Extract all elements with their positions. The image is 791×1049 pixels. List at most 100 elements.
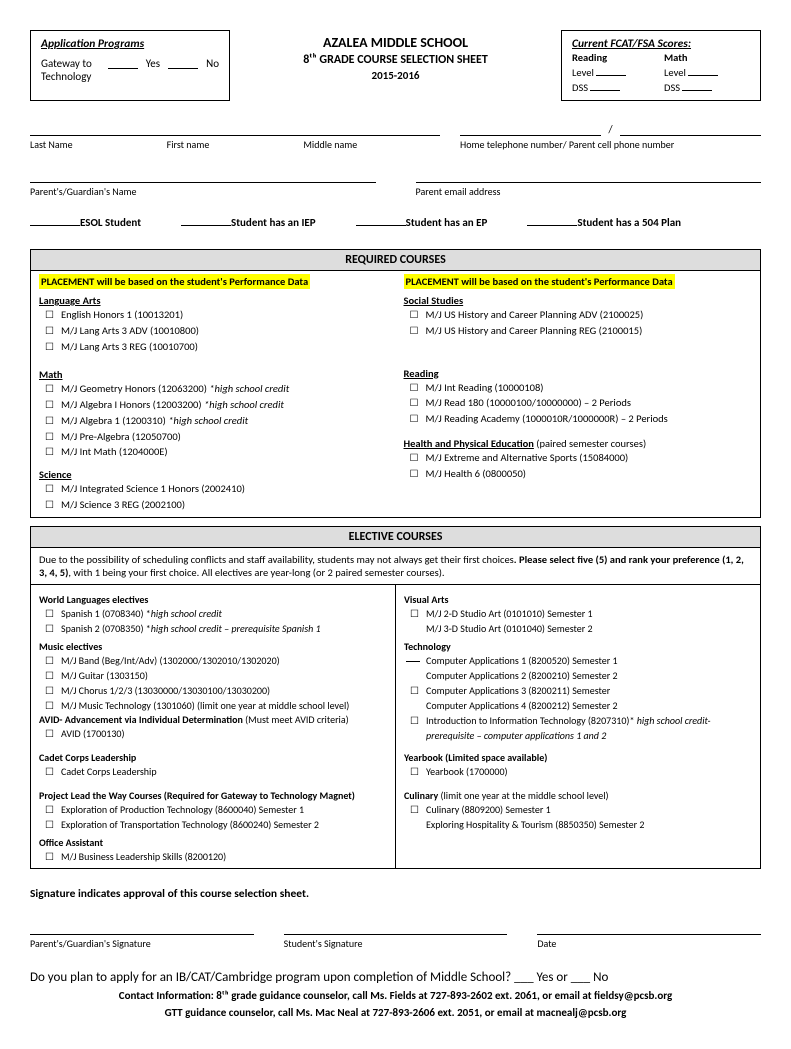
math-item-2[interactable]: M/J Algebra I Honors (12003200) *high sc…: [39, 397, 388, 413]
cadet-cat: Cadet Corps Leadership: [39, 751, 387, 764]
tech-item-1[interactable]: Computer Applications 1 (8200520) Semest…: [404, 653, 752, 668]
date-label: Date: [537, 937, 761, 950]
math-label: Math: [664, 51, 688, 64]
oa-item-1[interactable]: M/J Business Leadership Skills (8200120): [39, 849, 387, 864]
esol-blank[interactable]: [30, 214, 80, 226]
reading-item-3[interactable]: M/J Reading Academy (1000010R/1000000R) …: [404, 411, 753, 427]
cul-item-1[interactable]: Culinary (8809200) Semester 1: [404, 802, 752, 817]
middle-name-label: Middle name: [303, 138, 440, 151]
iep-label: Student has an IEP: [231, 216, 316, 229]
avid-note: (Must meet AVID criteria): [245, 713, 349, 726]
parent-sig-line[interactable]: [30, 921, 254, 935]
reading-dss-blank[interactable]: [590, 79, 620, 91]
cell-phone-line[interactable]: [620, 123, 761, 136]
pltw-item-2[interactable]: Exploration of Transportation Technology…: [39, 817, 387, 832]
la-item-1[interactable]: English Honors 1 (10013201): [39, 307, 388, 323]
math-item-1[interactable]: M/J Geometry Honors (12063200) *high sch…: [39, 381, 388, 397]
scores-title: Current FCAT/FSA Scores:: [572, 37, 750, 51]
social-cat: Social Studies: [404, 294, 753, 307]
tech-item-2: Computer Applications 2 (8200210) Semest…: [404, 668, 752, 683]
contact-1: Contact Information: 8ᵗʰ grade guidance …: [30, 989, 761, 1002]
yb-cat: Yearbook (Limited space available): [404, 751, 752, 764]
va-item-2: M/J 3-D Studio Art (0101040) Semester 2: [404, 621, 752, 636]
la-item-3[interactable]: M/J Lang Arts 3 REG (10010700): [39, 339, 388, 355]
gateway-yes-blank[interactable]: [108, 57, 138, 69]
parent-name-label: Parent's/Guardian's Name: [30, 185, 376, 198]
science-cat: Science: [39, 468, 388, 481]
parent-email-label: Parent email address: [416, 185, 762, 198]
ss-item-1[interactable]: M/J US History and Career Planning ADV (…: [404, 307, 753, 323]
ep-blank[interactable]: [356, 214, 406, 226]
elective-header: ELECTIVE COURSES: [31, 527, 760, 548]
wl-item-1[interactable]: Spanish 1 (0708340) *high school credit: [39, 606, 387, 621]
application-programs-box: Application Programs Gateway to Technolo…: [30, 30, 230, 101]
pltw-cat: Project Lead the Way Courses (Required f…: [39, 789, 387, 802]
tech-item-3[interactable]: Computer Applications 3 (8200211) Semest…: [404, 683, 752, 698]
lang-arts-cat: Language Arts: [39, 294, 388, 307]
ep-label: Student has an EP: [406, 216, 488, 229]
home-phone-line[interactable]: [460, 123, 601, 136]
avid-cat: AVID- Advancement via Individual Determi…: [39, 713, 243, 726]
cul-cat: Culinary: [404, 789, 438, 802]
science-item-2[interactable]: M/J Science 3 REG (2002100): [39, 497, 388, 513]
pltw-item-1[interactable]: Exploration of Production Technology (86…: [39, 802, 387, 817]
phone-label: Home telephone number/ Parent cell phone…: [460, 138, 761, 151]
iep-blank[interactable]: [181, 214, 231, 226]
student-sig-line[interactable]: [284, 921, 508, 935]
required-header: REQUIRED COURSES: [31, 250, 760, 271]
parent-email-line[interactable]: [416, 169, 762, 183]
placement-left: PLACEMENT will be based on the student's…: [39, 274, 310, 289]
reading-item-1[interactable]: M/J Int Reading (10000108): [404, 380, 753, 396]
last-name-label: Last Name: [30, 138, 167, 151]
va-item-1[interactable]: M/J 2-D Studio Art (0101010) Semester 1: [404, 606, 752, 621]
cul-note: (limit one year at the middle school lev…: [440, 789, 608, 802]
math-level-blank[interactable]: [688, 64, 718, 76]
name-line[interactable]: [30, 123, 440, 136]
reading-level-blank[interactable]: [596, 64, 626, 76]
ss-item-2[interactable]: M/J US History and Career Planning REG (…: [404, 323, 753, 339]
math-item-3[interactable]: M/J Algebra 1 (1200310) *high school cre…: [39, 413, 388, 429]
oa-cat: Office Assistant: [39, 836, 387, 849]
school-year: 2015-2016: [240, 69, 551, 82]
hpe-note: (paired semester courses): [536, 437, 646, 450]
avid-item-1[interactable]: AVID (1700130): [39, 726, 387, 741]
yb-item-1[interactable]: Yearbook (1700000): [404, 764, 752, 779]
first-name-label: First name: [167, 138, 304, 151]
hpe-item-1[interactable]: M/J Extreme and Alternative Sports (1508…: [404, 450, 753, 466]
math-dss-blank[interactable]: [682, 79, 712, 91]
la-item-2[interactable]: M/J Lang Arts 3 ADV (10010800): [39, 323, 388, 339]
dss-label-2: DSS: [664, 81, 680, 94]
va-cat: Visual Arts: [404, 593, 752, 606]
wl-item-2[interactable]: Spanish 2 (0708350) *high school credit …: [39, 621, 387, 636]
tech-item-5[interactable]: Introduction to Information Technology (…: [404, 713, 752, 743]
sheet-title: 8ᵗʰ GRADE COURSE SELECTION SHEET: [240, 53, 551, 67]
level-label-1: Level: [572, 66, 594, 79]
date-line[interactable]: [537, 921, 761, 935]
reading-item-2[interactable]: M/J Read 180 (10000100/10000000) – 2 Per…: [404, 395, 753, 411]
me-item-2[interactable]: M/J Guitar (1303150): [39, 668, 387, 683]
parent-sig-label: Parent's/Guardian's Signature: [30, 937, 254, 950]
tech-cat: Technology: [404, 640, 752, 653]
science-item-1[interactable]: M/J Integrated Science 1 Honors (2002410…: [39, 481, 388, 497]
yes-label: Yes: [146, 57, 160, 83]
hpe-item-2[interactable]: M/J Health 6 (0800050): [404, 466, 753, 482]
dss-label-1: DSS: [572, 81, 588, 94]
math-item-4[interactable]: M/J Pre-Algebra (12050700): [39, 429, 388, 445]
p504-blank[interactable]: [527, 214, 577, 226]
math-item-5[interactable]: M/J Int Math (1204000E): [39, 444, 388, 460]
cul-item-2: Exploring Hospitality & Tourism (8850350…: [404, 817, 752, 832]
me-item-1[interactable]: M/J Band (Beg/Int/Adv) (1302000/1302010/…: [39, 653, 387, 668]
elective-note: Due to the possibility of scheduling con…: [31, 548, 760, 585]
gateway-no-blank[interactable]: [168, 57, 198, 69]
app-programs-title: Application Programs: [41, 37, 219, 51]
no-label: No: [206, 57, 219, 83]
gateway-label: Gateway to Technology: [41, 57, 100, 83]
parent-name-line[interactable]: [30, 169, 376, 183]
me-item-4[interactable]: M/J Music Technology (1301060) (limit on…: [39, 698, 387, 713]
student-sig-label: Student's Signature: [284, 937, 508, 950]
level-label-2: Level: [664, 66, 686, 79]
me-item-3[interactable]: M/J Chorus 1/2/3 (13030000/13030100/1303…: [39, 683, 387, 698]
scores-box: Current FCAT/FSA Scores: Reading Math Le…: [561, 30, 761, 101]
required-courses-box: REQUIRED COURSES PLACEMENT will be based…: [30, 249, 761, 518]
cadet-item-1[interactable]: Cadet Corps Leadership: [39, 764, 387, 779]
